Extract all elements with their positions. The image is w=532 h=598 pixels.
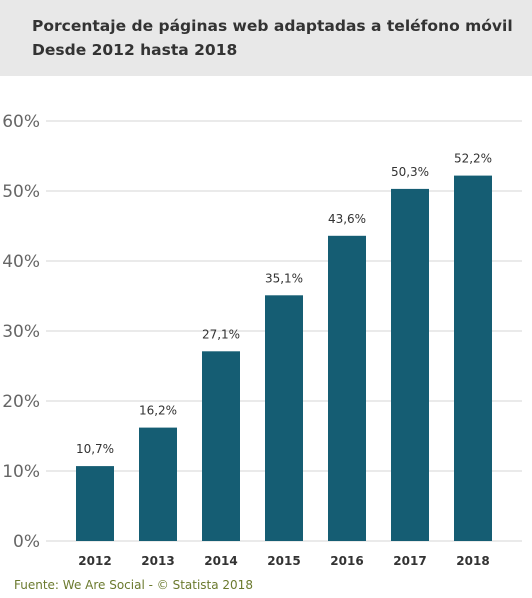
bars <box>76 175 492 542</box>
bar <box>139 427 177 541</box>
y-tick-label: 60% <box>2 112 40 132</box>
y-tick-label: 0% <box>13 532 40 552</box>
data-label: 10,7% <box>76 442 114 456</box>
data-label: 50,3% <box>391 165 429 179</box>
x-axis-ticks: 2012 2013 2014 2015 2016 2017 2018 <box>78 554 489 568</box>
y-tick-label: 30% <box>2 322 40 342</box>
chart-header: Porcentaje de páginas web adaptadas a te… <box>0 0 532 76</box>
bar <box>202 351 240 541</box>
x-tick-label: 2013 <box>141 554 174 568</box>
x-tick-label: 2017 <box>393 554 426 568</box>
y-tick-label: 20% <box>2 392 40 412</box>
bar <box>265 295 303 541</box>
bar <box>454 175 492 541</box>
x-tick-label: 2015 <box>267 554 300 568</box>
x-tick-label: 2018 <box>456 554 489 568</box>
y-tick-label: 50% <box>2 182 40 202</box>
bar <box>328 235 366 542</box>
source-credit: Fuente: We Are Social - © Statista 2018 <box>14 578 253 592</box>
bar <box>76 466 114 541</box>
y-tick-label: 10% <box>2 462 40 482</box>
chart-subtitle: Desde 2012 hasta 2018 <box>32 41 238 59</box>
data-labels: 10,7% 16,2% 27,1% 35,1% 43,6% 50,3% 52,2% <box>76 152 492 457</box>
bar <box>391 188 429 541</box>
data-label: 27,1% <box>202 327 240 341</box>
y-tick-label: 40% <box>2 252 40 272</box>
bar-chart: 0% 10% 20% 30% 40% 50% 60% 10,7% 16,2% 27,1% 35,1… <box>2 112 522 568</box>
data-label: 35,1% <box>265 271 303 285</box>
data-label: 43,6% <box>328 212 366 226</box>
data-label: 16,2% <box>139 404 177 418</box>
x-tick-label: 2012 <box>78 554 111 568</box>
y-axis-ticks: 0% 10% 20% 30% 40% 50% 60% <box>2 112 40 552</box>
x-tick-label: 2016 <box>330 554 363 568</box>
data-label: 52,2% <box>454 152 492 166</box>
chart-title: Porcentaje de páginas web adaptadas a te… <box>32 17 513 35</box>
x-tick-label: 2014 <box>204 554 237 568</box>
